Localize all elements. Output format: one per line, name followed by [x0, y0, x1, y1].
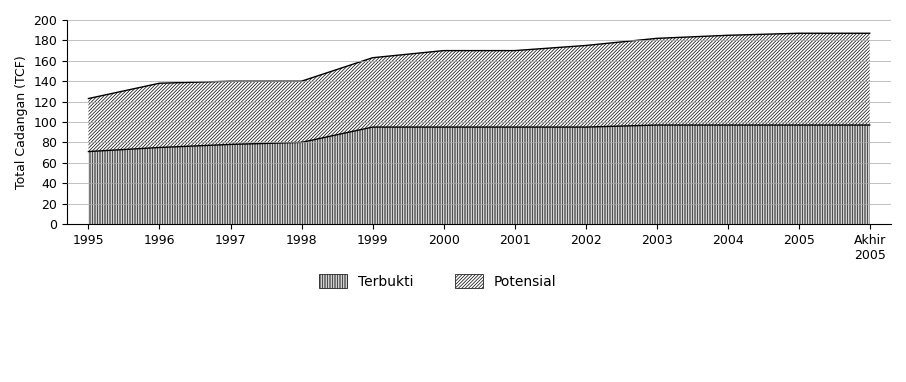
Y-axis label: Total Cadangan (TCF): Total Cadangan (TCF): [15, 55, 28, 189]
Legend: Terbukti, Potensial: Terbukti, Potensial: [313, 269, 563, 295]
